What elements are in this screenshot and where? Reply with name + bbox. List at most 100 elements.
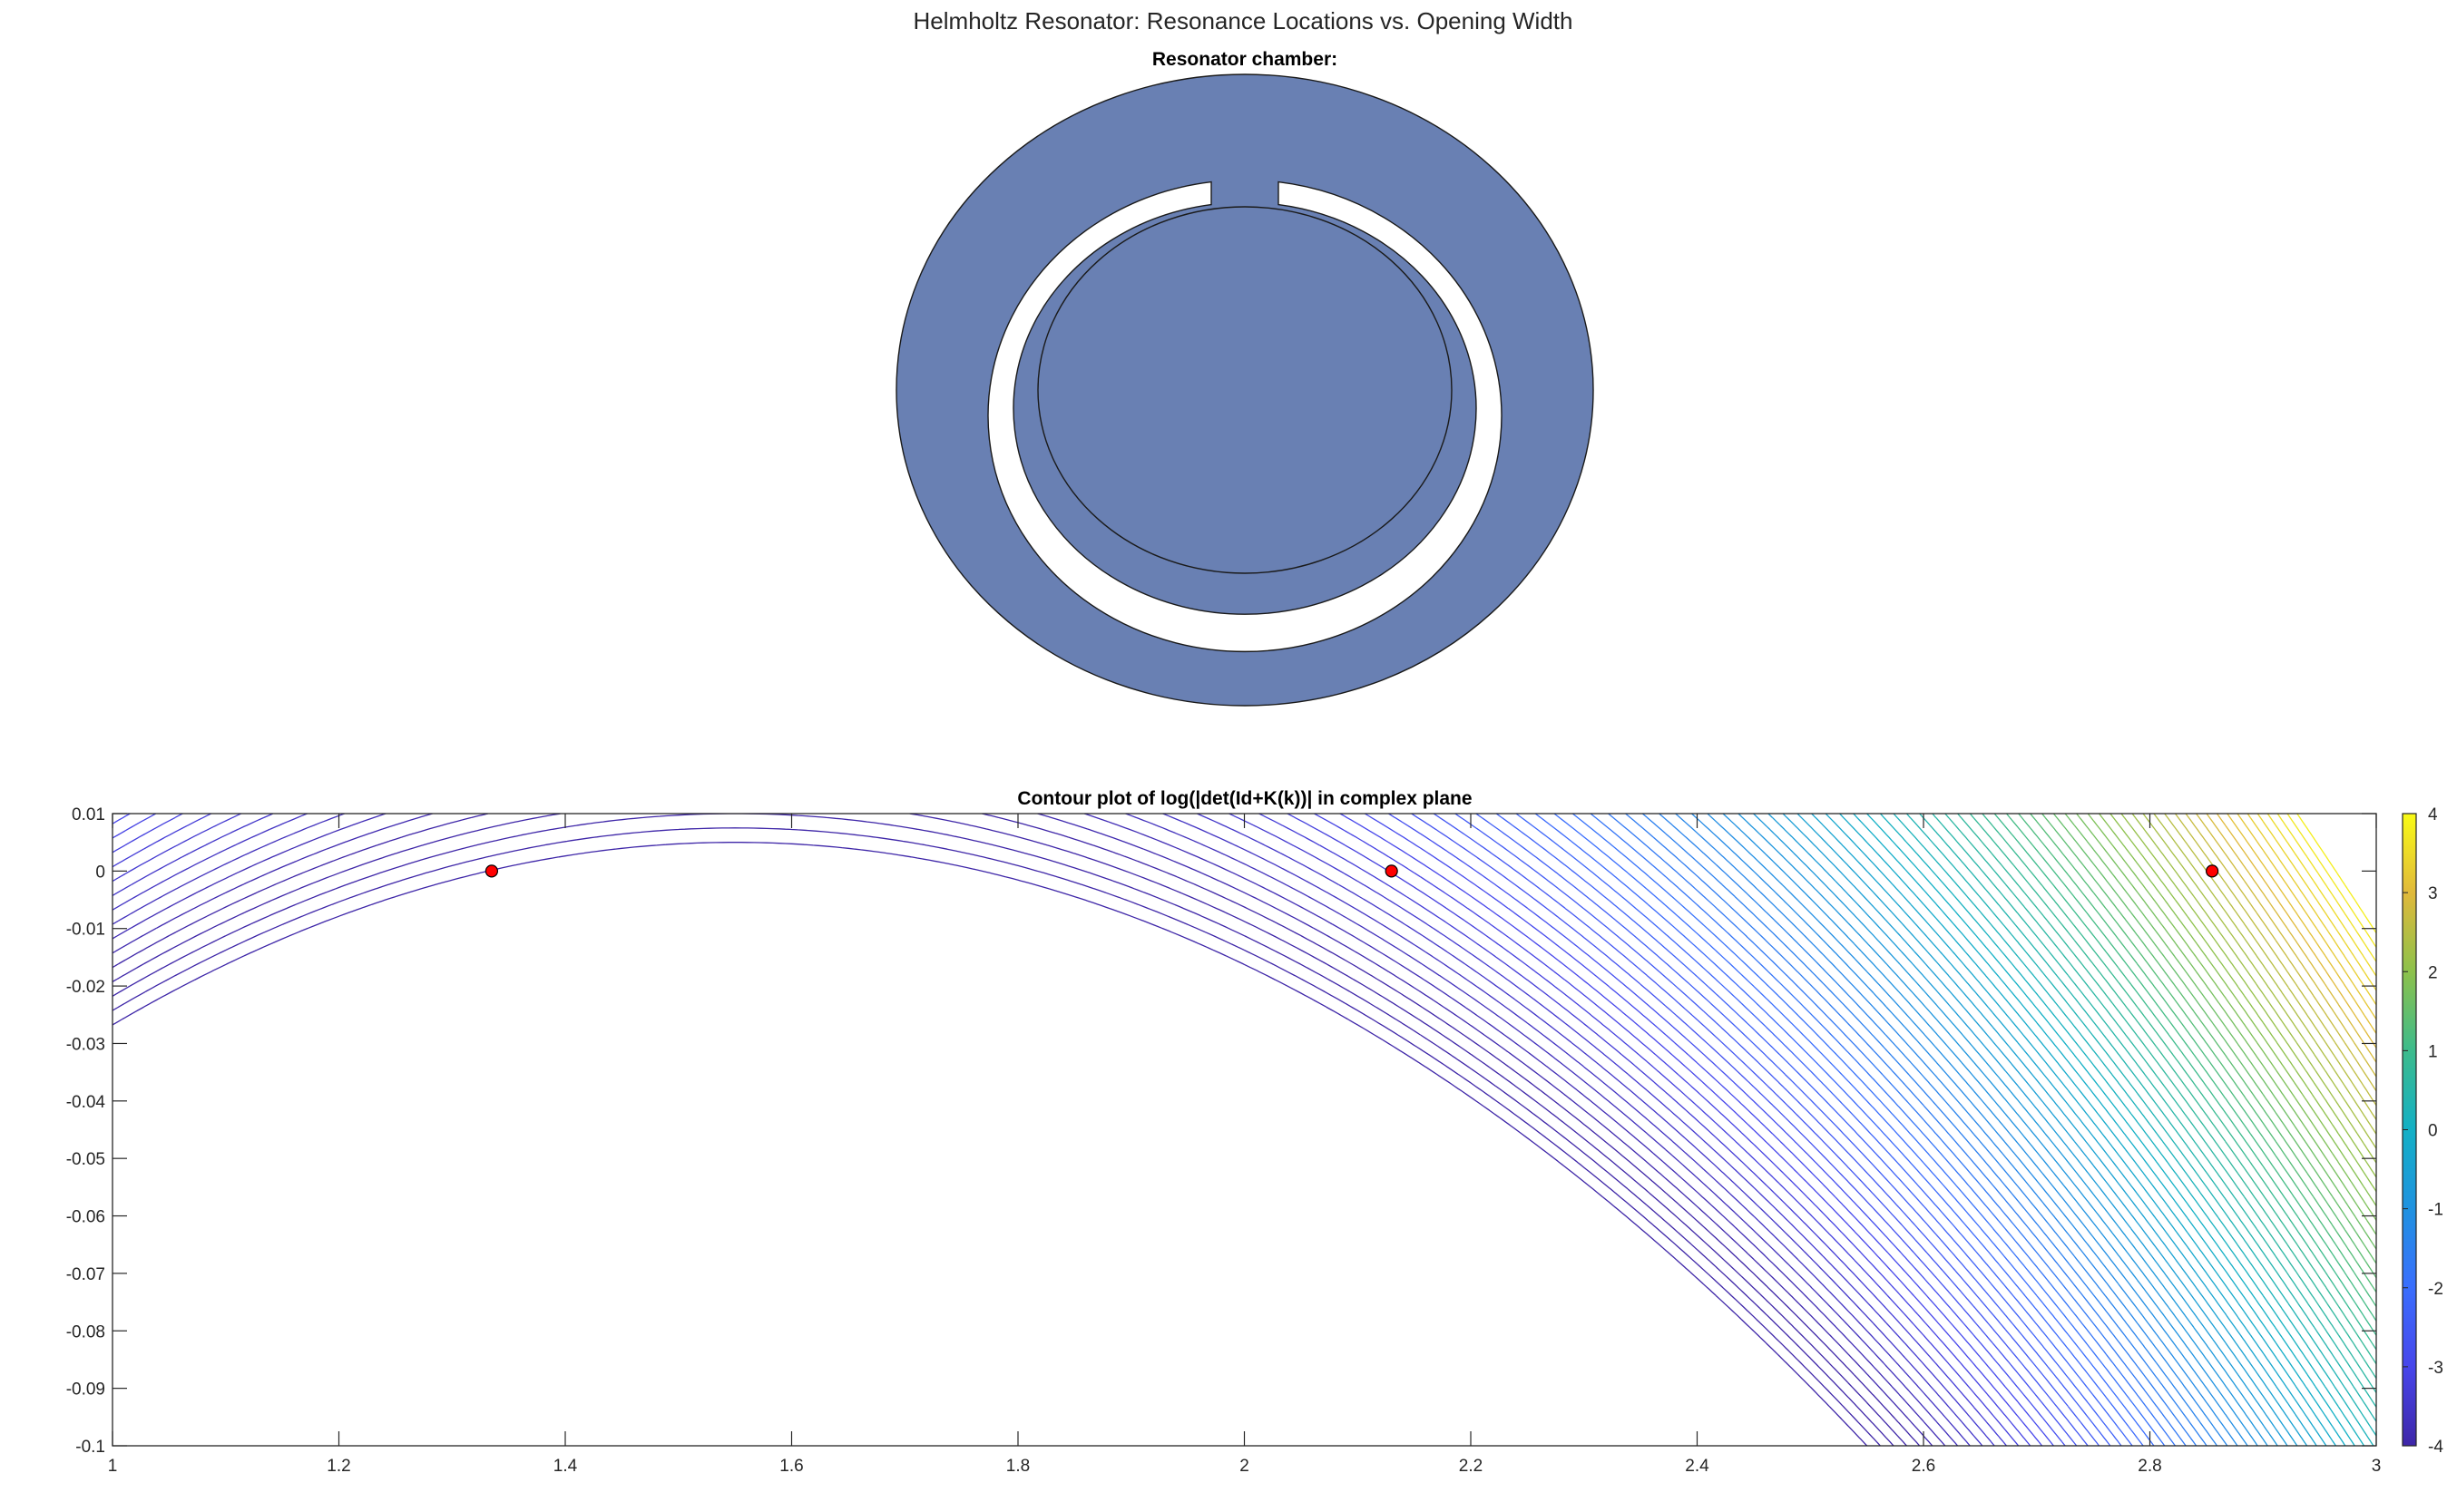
contour-line xyxy=(2227,814,2376,1034)
resonator-inner-chamber xyxy=(1037,206,1453,574)
x-tick-label: 1.4 xyxy=(553,1457,578,1476)
y-tick-label: -0.02 xyxy=(66,978,105,997)
contour-line xyxy=(1571,814,2166,1446)
contour-line xyxy=(113,814,1894,1446)
colorbar-tick-label: -4 xyxy=(2428,1438,2443,1457)
x-axis: 1 1.2 1.4 1.6 1.8 2 2.2 2.4 2.6 2.8 3 xyxy=(108,814,2382,1476)
y-tick-label: -0.1 xyxy=(75,1438,105,1457)
x-tick-label: 1 xyxy=(108,1457,118,1476)
contour-line xyxy=(1738,814,2268,1446)
contour-line xyxy=(2247,814,2376,1006)
contour-panel: Contour plot of log(|det(Id+K(k))| in co… xyxy=(66,788,2382,1476)
contour-line xyxy=(1767,814,2288,1446)
contour-line xyxy=(1982,814,2376,1351)
colorbar-tick-label: 4 xyxy=(2428,805,2438,824)
contour-title: Contour plot of log(|det(Id+K(k))| in co… xyxy=(1017,788,1472,809)
x-tick-label: 1.6 xyxy=(779,1457,803,1476)
contour-line xyxy=(2109,814,2376,1193)
contour-line xyxy=(1388,814,2066,1446)
contour-line xyxy=(2256,814,2376,991)
contour-line xyxy=(2041,814,2376,1279)
colorbar-tick-label: 2 xyxy=(2428,963,2438,982)
contour-line xyxy=(1707,814,2248,1446)
contour-line xyxy=(1796,814,2308,1446)
figure-suptitle: Helmholtz Resonator: Resonance Locations… xyxy=(914,7,1573,34)
y-tick-label: 0.01 xyxy=(72,805,105,824)
contour-line xyxy=(1944,814,2376,1393)
colorbar-tick-label: 1 xyxy=(2428,1042,2438,1061)
contour-line xyxy=(2276,814,2376,962)
contour-line xyxy=(2286,814,2376,948)
resonator-panel: Resonator chamber: xyxy=(896,49,1594,707)
resonance-point xyxy=(485,864,499,878)
contour-line xyxy=(1782,814,2298,1446)
contour-line xyxy=(113,814,1959,1446)
contour-line xyxy=(1825,814,2327,1446)
x-tick-label: 1.8 xyxy=(1006,1457,1030,1476)
contour-line xyxy=(1893,814,2374,1446)
contour-line xyxy=(113,814,1921,1446)
y-tick-label: -0.04 xyxy=(66,1093,106,1112)
contour-line xyxy=(1433,814,2089,1446)
contour-line xyxy=(1866,814,2355,1446)
resonance-markers xyxy=(485,864,2219,878)
contour-line xyxy=(1411,814,2078,1446)
contour-line xyxy=(2164,814,2376,1120)
x-tick-label: 2 xyxy=(1239,1457,1249,1476)
colorbar: 4 3 2 1 0 -1 -2 -3 -4 xyxy=(2402,805,2443,1457)
contour-lines xyxy=(113,814,2376,1446)
y-tick-label: 0 xyxy=(95,863,105,882)
contour-line xyxy=(1879,814,2365,1446)
contour-line xyxy=(113,827,1881,1446)
colorbar-tick-label: -1 xyxy=(2428,1201,2443,1220)
contour-line xyxy=(2052,814,2376,1264)
y-tick-label: -0.05 xyxy=(66,1150,105,1169)
contour-line xyxy=(1454,814,2100,1446)
contour-line xyxy=(1659,814,2218,1446)
colorbar-tick-label: -2 xyxy=(2428,1280,2443,1299)
contour-line xyxy=(1625,814,2198,1446)
x-tick-label: 2.6 xyxy=(1912,1457,1935,1476)
contour-line xyxy=(1919,814,2376,1422)
contour-line xyxy=(1675,814,2228,1446)
x-tick-label: 2.4 xyxy=(1685,1457,1709,1476)
contour-line xyxy=(2216,814,2376,1049)
y-axis: 0.01 0 -0.01 -0.02 -0.03 -0.04 -0.05 -0.06 -0.07… xyxy=(66,805,2376,1457)
resonator-title: Resonator chamber: xyxy=(1152,49,1337,70)
y-tick-label: -0.06 xyxy=(66,1208,105,1227)
contour-line xyxy=(113,814,2020,1446)
contour-line xyxy=(113,814,2031,1446)
contour-line xyxy=(2142,814,2376,1149)
contour-line xyxy=(113,814,1983,1446)
contour-line xyxy=(2196,814,2376,1078)
contour-line xyxy=(113,814,1907,1446)
contour-line xyxy=(1722,814,2258,1446)
contour-line xyxy=(113,814,1995,1446)
contour-line xyxy=(2206,814,2376,1063)
colorbar-tick-label: 3 xyxy=(2428,884,2438,903)
contour-line xyxy=(1534,814,2144,1446)
contour-line xyxy=(1515,814,2133,1446)
contour-line xyxy=(2018,814,2376,1307)
contour-line xyxy=(2099,814,2376,1206)
y-tick-label: -0.09 xyxy=(66,1380,105,1400)
contour-line xyxy=(113,814,1971,1446)
y-tick-label: -0.03 xyxy=(66,1035,105,1054)
y-tick-label: -0.01 xyxy=(66,921,105,940)
contour-line xyxy=(1553,814,2155,1446)
contour-line xyxy=(1590,814,2176,1446)
contour-line xyxy=(1957,814,2376,1379)
contour-line xyxy=(2076,814,2376,1235)
x-tick-label: 3 xyxy=(2372,1457,2382,1476)
contour-line xyxy=(1495,814,2122,1446)
contour-line xyxy=(113,842,1868,1446)
contour-line xyxy=(1691,814,2238,1446)
resonance-point xyxy=(1385,864,1398,878)
contour-line xyxy=(1753,814,2278,1446)
colorbar-tick-label: -3 xyxy=(2428,1359,2443,1378)
contour-line xyxy=(1364,814,2054,1446)
contour-line xyxy=(113,814,2008,1446)
x-tick-label: 1.2 xyxy=(327,1457,350,1476)
contour-line xyxy=(2087,814,2376,1221)
